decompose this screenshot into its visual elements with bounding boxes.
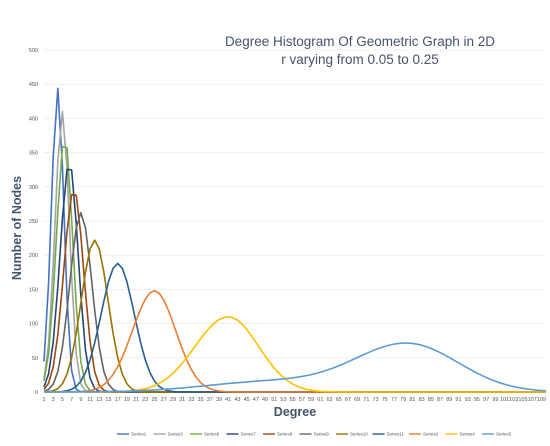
x-tick-label: 47: [253, 397, 259, 403]
legend-label-series7: Series7: [241, 432, 257, 437]
y-tick-label: 250: [29, 219, 38, 225]
legend: Series1 Series3 Series6 Series7 Series8 Serie…: [117, 432, 512, 437]
y-tick-label: 400: [29, 116, 38, 122]
legend-label-series6: Series6: [204, 432, 220, 437]
x-tick-label: 15: [105, 397, 111, 403]
x-tick-label: 53: [280, 397, 286, 403]
x-tick-label: 91: [455, 397, 461, 403]
x-tick-label: 63: [326, 397, 332, 403]
chart-title-line2: r varying from 0.05 to 0.25: [281, 52, 439, 67]
legend-label-series3: Series3: [168, 432, 184, 437]
legend-label-series8: Series8: [277, 432, 293, 437]
series-line-series4: [44, 315, 546, 393]
x-tick-label: 39: [216, 397, 222, 403]
x-tick-label: 77: [391, 397, 397, 403]
x-tick-label: 31: [179, 397, 185, 403]
x-tick-label: 17: [115, 397, 121, 403]
x-tick-label: 61: [317, 397, 323, 403]
x-tick-label: 97: [483, 397, 489, 403]
chart-title-line1: Degree Histogram Of Geometric Graph in 2…: [225, 34, 495, 49]
x-tick-label: 21: [133, 397, 139, 403]
y-tick-label: 350: [29, 151, 38, 157]
x-tick-label: 107: [528, 397, 537, 403]
y-tick-label: 450: [29, 82, 38, 88]
x-tick-label: 33: [188, 397, 194, 403]
x-tick-label: 19: [124, 397, 130, 403]
gridlines: [44, 49, 546, 359]
x-tick-label: 9: [79, 397, 82, 403]
x-tick-label: 27: [161, 397, 167, 403]
series-line-series11: [43, 262, 546, 393]
y-tick-label: 0: [35, 390, 38, 396]
x-tick-label: 105: [518, 397, 527, 403]
series-line-series7: [43, 168, 546, 393]
legend-label-series11: Series11: [387, 432, 405, 437]
x-tick-label: 1: [42, 397, 45, 403]
x-tick-label: 41: [225, 397, 231, 403]
series-line-series1: [43, 87, 546, 393]
y-tick-label: 300: [29, 185, 38, 191]
x-tick-label: 109: [537, 397, 546, 403]
x-tick-label: 95: [474, 397, 480, 403]
x-tick-label: 5: [61, 397, 64, 403]
x-tick-label: 51: [271, 397, 277, 403]
y-tick-label: 100: [29, 322, 38, 328]
x-tick-label: 89: [446, 397, 452, 403]
x-tick-label: 35: [198, 397, 204, 403]
y-axis-ticks: 0 50 100 150 200 250 300 350 400 450 500: [29, 48, 38, 396]
x-tick-label: 87: [437, 397, 443, 403]
legend-label-series1: Series1: [131, 432, 147, 437]
x-tick-label: 99: [492, 397, 498, 403]
x-tick-label: 49: [262, 397, 268, 403]
y-tick-label: 200: [29, 253, 38, 259]
x-tick-label: 37: [207, 397, 213, 403]
series-line-series6: [43, 145, 546, 393]
x-tick-label: 25: [151, 397, 157, 403]
x-tick-label: 81: [409, 397, 415, 403]
x-tick-label: 65: [336, 397, 342, 403]
x-tick-label: 55: [290, 397, 296, 403]
x-tick-label: 75: [382, 397, 388, 403]
x-axis-title: Degree: [274, 405, 316, 419]
x-tick-label: 67: [345, 397, 351, 403]
x-tick-label: 93: [465, 397, 471, 403]
legend-label-series2: Series2: [423, 432, 439, 437]
x-tick-label: 73: [373, 397, 379, 403]
series-line-series3: [43, 110, 546, 393]
legend-label-series9: Series9: [314, 432, 330, 437]
x-tick-label: 29: [170, 397, 176, 403]
x-tick-label: 69: [354, 397, 360, 403]
y-tick-label: 150: [29, 287, 38, 293]
x-tick-label: 11: [87, 397, 93, 403]
x-tick-label: 43: [234, 397, 240, 403]
x-tick-label: 3: [52, 397, 55, 403]
legend-label-series5: Series5: [496, 432, 512, 437]
series-line-series5: [43, 342, 547, 393]
x-tick-label: 79: [400, 397, 406, 403]
x-tick-label: 45: [244, 397, 250, 403]
series-lines: [43, 87, 547, 393]
x-tick-label: 101: [500, 397, 509, 403]
x-axis-ticks: 1 3 5 7 9 11 13 15 17 19 21 23 25 27 29 31 33 35 37 39 41 43 4…: [42, 397, 546, 403]
x-tick-label: 23: [142, 397, 148, 403]
x-tick-label: 103: [509, 397, 518, 403]
x-tick-label: 59: [308, 397, 314, 403]
x-tick-label: 13: [96, 397, 102, 403]
x-tick-label: 83: [419, 397, 425, 403]
y-tick-label: 50: [32, 356, 38, 362]
y-tick-label: 500: [29, 48, 38, 54]
x-tick-label: 71: [363, 397, 369, 403]
legend-label-series4: Series4: [460, 432, 476, 437]
x-tick-label: 85: [428, 397, 434, 403]
legend-label-series10: Series10: [350, 432, 368, 437]
x-tick-label: 57: [299, 397, 305, 403]
x-tick-label: 7: [70, 397, 73, 403]
y-axis-title: Number of Nodes: [10, 176, 24, 280]
